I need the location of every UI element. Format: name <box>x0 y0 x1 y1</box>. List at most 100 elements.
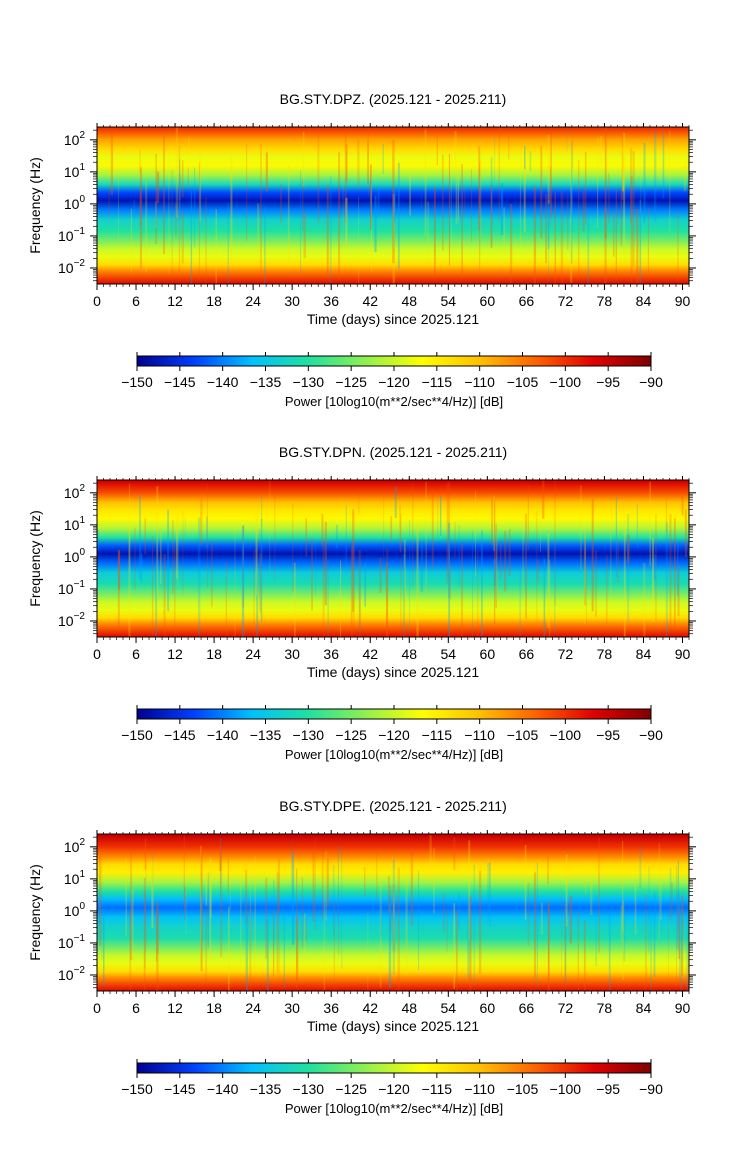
colorbar-tick-label: −95 <box>596 1081 620 1097</box>
x-tick-label: 72 <box>558 646 574 662</box>
x-tick-label: 66 <box>519 1000 535 1016</box>
y-tick-label: 100 <box>64 901 86 919</box>
y-tick-label: 102 <box>64 483 86 501</box>
y-axis: 102 101 100 10−1 10−2 <box>58 837 696 989</box>
colorbar-tick-label: −100 <box>550 727 582 743</box>
y-axis-label: Frequency (Hz) <box>27 864 43 960</box>
x-tick-label: 6 <box>132 1000 140 1016</box>
colorbar-tick-label: −120 <box>378 374 410 390</box>
heatmap-texture <box>98 834 688 991</box>
colorbar-tick-label: −140 <box>207 1081 239 1097</box>
y-tick-label: 101 <box>64 162 86 180</box>
x-tick-label: 84 <box>636 646 652 662</box>
colorbar-label: Power [10log10(m**2/sec**4/Hz)] [dB] <box>285 747 503 762</box>
y-tick-label: 101 <box>64 869 86 887</box>
x-tick-label: 66 <box>519 646 535 662</box>
colorbar-tick-label: −105 <box>507 1081 539 1097</box>
colorbar-tick-label: −135 <box>250 374 282 390</box>
x-tick-label: 30 <box>284 293 300 309</box>
chart-title: BG.STY.DPZ. (2025.121 - 2025.211) <box>280 91 507 107</box>
x-tick-label: 6 <box>132 293 140 309</box>
x-axis-label: Time (days) since 2025.121 <box>307 311 479 327</box>
colorbar-tick-label: −110 <box>464 727 495 743</box>
spectrogram-panel-1: BG.STY.DPZ. (2025.121 - 2025.211) 0 6 12 18 2… <box>27 91 696 409</box>
x-tick-label: 12 <box>167 646 183 662</box>
x-tick-label: 90 <box>675 293 691 309</box>
colorbar-tick-label: −140 <box>207 374 239 390</box>
colorbar-tick-label: −115 <box>422 374 453 390</box>
colorbar-tick-label: −140 <box>207 727 239 743</box>
colorbar-tick-label: −130 <box>293 374 325 390</box>
x-tick-label: 0 <box>93 293 101 309</box>
heatmap-texture <box>108 127 687 284</box>
x-tick-label: 78 <box>597 293 613 309</box>
colorbar-tick-label: −150 <box>121 727 153 743</box>
y-axis-label: Frequency (Hz) <box>27 510 43 606</box>
x-tick-label: 42 <box>362 646 378 662</box>
x-tick-label: 66 <box>519 293 535 309</box>
x-tick-label: 36 <box>323 646 339 662</box>
spectrogram-heatmap <box>97 127 689 284</box>
colorbar-tick-label: −110 <box>464 1081 495 1097</box>
colorbar-tick-label: −125 <box>335 374 367 390</box>
colorbar-gradient <box>136 1062 652 1074</box>
y-tick-label: 101 <box>64 515 86 533</box>
x-tick-label: 24 <box>245 1000 261 1016</box>
x-tick-label: 6 <box>132 646 140 662</box>
colorbar-tick-label: −95 <box>596 374 620 390</box>
y-tick-label: 102 <box>64 130 86 148</box>
y-tick-label: 100 <box>64 194 86 212</box>
x-tick-label: 84 <box>636 293 652 309</box>
colorbar-gradient <box>136 355 652 367</box>
colorbar-tick-label: −95 <box>596 727 620 743</box>
colorbar-tick-label: −135 <box>250 1081 282 1097</box>
x-tick-label: 48 <box>401 646 417 662</box>
y-axis: 102 101 100 10−1 10−2 <box>58 130 696 282</box>
colorbar-tick-label: −90 <box>639 374 663 390</box>
colorbar-tick-label: −100 <box>550 1081 582 1097</box>
colorbar-tick-label: −145 <box>164 374 196 390</box>
x-tick-label: 60 <box>480 646 496 662</box>
chart-title: BG.STY.DPE. (2025.121 - 2025.211) <box>279 798 507 814</box>
x-tick-label: 0 <box>93 646 101 662</box>
colorbar-tick-label: −135 <box>250 727 282 743</box>
colorbar-tick-label: −105 <box>507 374 539 390</box>
x-tick-label: 18 <box>206 293 222 309</box>
colorbar-label: Power [10log10(m**2/sec**4/Hz)] [dB] <box>285 394 503 409</box>
colorbar-label: Power [10log10(m**2/sec**4/Hz)] [dB] <box>285 1101 503 1116</box>
colorbar-gradient <box>136 708 652 720</box>
x-tick-label: 72 <box>558 293 574 309</box>
x-tick-label: 84 <box>636 1000 652 1016</box>
x-axis: 0 6 12 18 24 30 36 42 48 54 60 66 72 78 84 90 <box>93 476 690 662</box>
x-tick-label: 90 <box>675 1000 691 1016</box>
colorbar-tick-label: −115 <box>422 1081 453 1097</box>
x-tick-label: 54 <box>441 293 457 309</box>
spectrogram-panel-2: BG.STY.DPN. (2025.121 - 2025.211) 0 6 12 18 2… <box>27 444 696 762</box>
colorbar-tick-label: −90 <box>639 1081 663 1097</box>
colorbar: −150 −145 −140 −135 −130 −125 −120 −115 −110 −105… <box>121 1059 663 1116</box>
x-tick-label: 30 <box>284 646 300 662</box>
x-tick-label: 36 <box>323 293 339 309</box>
x-tick-label: 0 <box>93 1000 101 1016</box>
spectrogram-panel-3: BG.STY.DPE. (2025.121 - 2025.211) 0 6 12 18 2… <box>27 798 696 1116</box>
x-axis: 0 6 12 18 24 30 36 42 48 54 60 66 72 78 84 90 <box>93 830 690 1016</box>
colorbar-tick-label: −150 <box>121 1081 153 1097</box>
x-tick-label: 24 <box>245 293 261 309</box>
colorbar: −150 −145 −140 −135 −130 −125 −120 −115 −110 −105… <box>121 705 663 762</box>
x-tick-label: 36 <box>323 1000 339 1016</box>
colorbar-tick-label: −90 <box>639 727 663 743</box>
y-tick-label: 10−2 <box>58 611 85 629</box>
colorbar-tick-label: −120 <box>378 727 410 743</box>
colorbar-tick-label: −105 <box>507 727 539 743</box>
x-tick-label: 54 <box>441 1000 457 1016</box>
colorbar-tick-label: −150 <box>121 374 153 390</box>
x-tick-label: 30 <box>284 1000 300 1016</box>
colorbar-tick-label: −115 <box>422 727 453 743</box>
y-tick-label: 10−1 <box>58 226 85 244</box>
x-tick-label: 42 <box>362 293 378 309</box>
colorbar: −150 −145 −140 −135 −130 −125 −120 −115 −110 −105… <box>121 352 663 409</box>
x-tick-label: 48 <box>401 1000 417 1016</box>
x-tick-label: 78 <box>597 1000 613 1016</box>
colorbar-tick-label: −125 <box>335 1081 367 1097</box>
